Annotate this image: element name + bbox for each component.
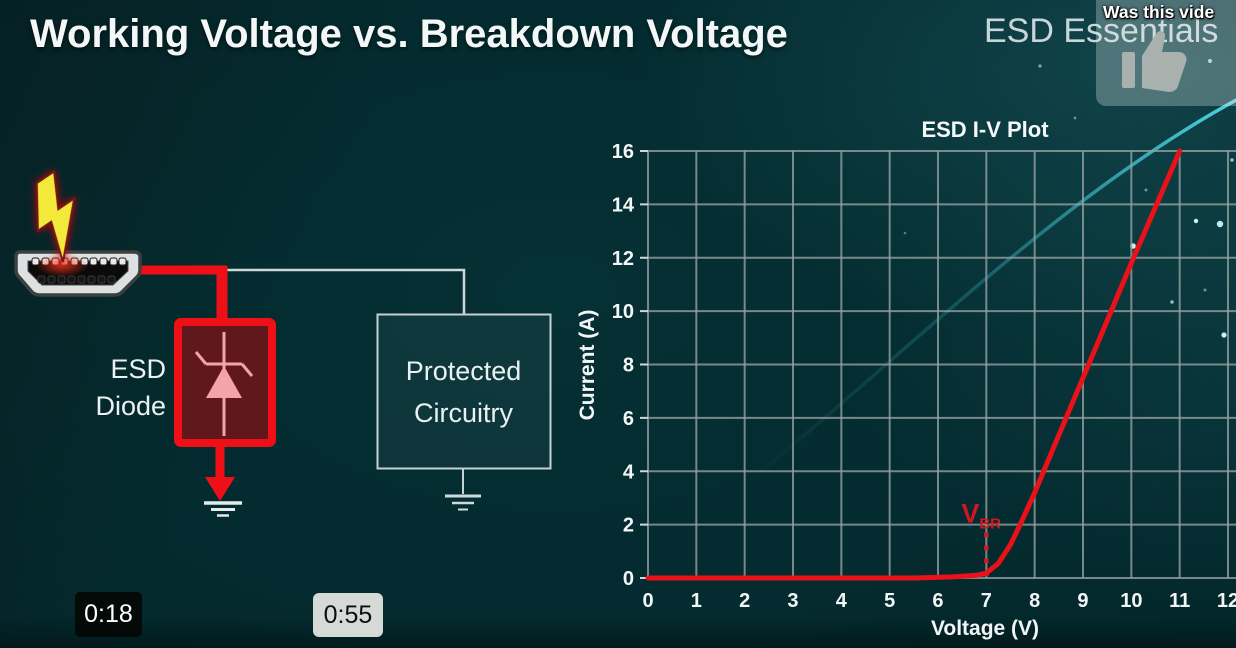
esd-diode-label: ESD Diode — [60, 351, 166, 425]
svg-text:12: 12 — [612, 248, 634, 270]
svg-text:8: 8 — [623, 355, 634, 377]
like-prompt-overlay[interactable]: Was this vide — [1096, 0, 1236, 106]
svg-text:7: 7 — [981, 590, 992, 612]
svg-text:11: 11 — [1169, 590, 1190, 612]
slide-title: Working Voltage vs. Breakdown Voltage — [30, 12, 788, 56]
protected-label-line2: Circuitry — [414, 398, 513, 428]
esd-diode-box — [174, 318, 276, 447]
channel-watermark: ESD Essentials — [984, 12, 1219, 50]
current-time-badge: 0:18 — [75, 592, 142, 637]
svg-text:ESD I-V Plot: ESD I-V Plot — [921, 117, 1049, 142]
protected-circuitry-box — [376, 313, 552, 470]
strike-glow — [36, 253, 88, 277]
svg-text:Voltage (V): Voltage (V) — [931, 617, 1039, 640]
svg-text:4: 4 — [836, 590, 848, 612]
protected-label-line1: Protected — [405, 356, 522, 386]
preview-time-badge: 0:55 — [313, 593, 383, 637]
esd-diode-label-line2: Diode — [95, 391, 166, 421]
svg-text:16: 16 — [612, 141, 634, 163]
lightning-bolt-icon — [35, 169, 76, 263]
signal-wire — [227, 268, 466, 315]
svg-text:12: 12 — [1217, 590, 1236, 612]
svg-text:2: 2 — [623, 515, 634, 537]
esd-diode-label-line1: ESD — [110, 354, 166, 384]
svg-text:8: 8 — [1029, 590, 1040, 612]
hdmi-connector-icon — [14, 250, 142, 297]
svg-text:6: 6 — [623, 408, 634, 430]
svg-text:Current (A): Current (A) — [576, 310, 599, 421]
discharge-arrow — [205, 443, 235, 501]
svg-text:0: 0 — [623, 568, 634, 590]
light-streak — [748, 98, 1236, 482]
svg-text:5: 5 — [884, 590, 895, 612]
svg-text:1: 1 — [691, 590, 702, 612]
svg-text:10: 10 — [612, 301, 634, 323]
thumbs-up-icon[interactable] — [1120, 30, 1204, 96]
svg-text:4: 4 — [623, 461, 635, 483]
esd-diode-symbol — [194, 332, 254, 436]
svg-text:3: 3 — [787, 590, 798, 612]
svg-text:14: 14 — [612, 194, 635, 216]
ground-icon — [204, 501, 242, 517]
svg-text:10: 10 — [1120, 590, 1142, 612]
like-prompt-text: Was this vide — [1103, 2, 1215, 22]
svg-text:0: 0 — [642, 590, 653, 612]
ground-icon — [445, 494, 481, 511]
svg-text:2: 2 — [739, 590, 750, 612]
svg-text:9: 9 — [1077, 590, 1088, 612]
protected-circuitry-label: Protected Circuitry — [377, 350, 550, 434]
svg-text:6: 6 — [932, 590, 943, 612]
